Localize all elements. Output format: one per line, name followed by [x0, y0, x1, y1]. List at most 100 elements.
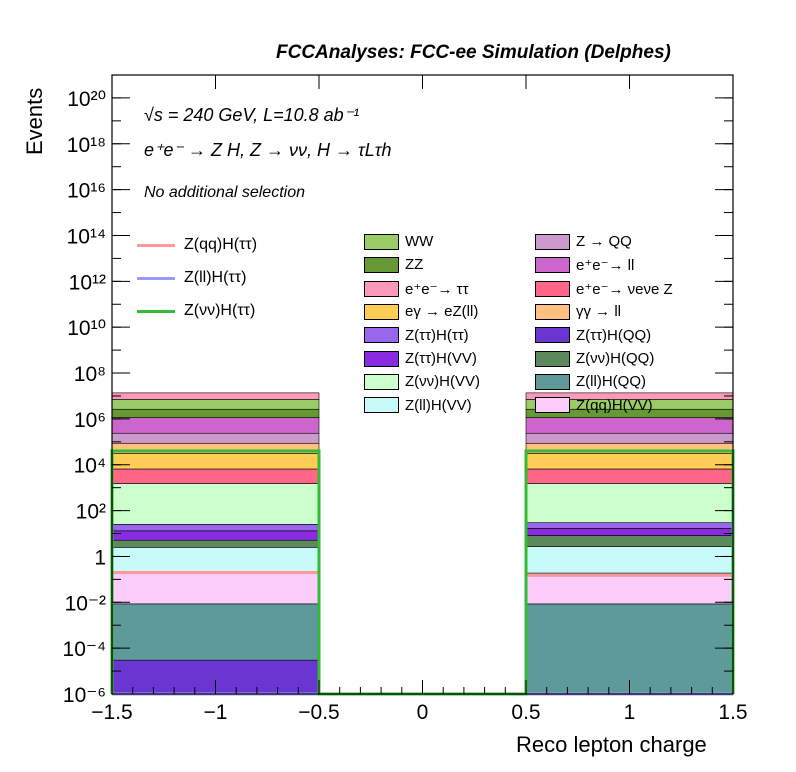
y-tick-label: 10¹² [69, 271, 106, 294]
legend-item-e-e-e-e-z: e⁺e⁻→ νeνe Z [535, 280, 673, 298]
selection-label: No additional selection [144, 184, 305, 201]
bar-z-h-vv-bin-2 [525, 483, 734, 523]
y-tick-label: 10¹⁴ [67, 225, 106, 248]
process-label: e⁺e⁻ → Z H, Z → νν, H → τLτh [144, 140, 392, 160]
legend-swatch [364, 350, 399, 367]
legend-label: Z → QQ [576, 233, 632, 250]
legend-item-z-h: Z(ττ)H(ττ) [364, 327, 469, 344]
legend-swatch [364, 256, 399, 273]
x-tick-label: 1 [624, 701, 636, 724]
bar-z-qq-bin-0 [111, 432, 320, 444]
y-tick-label: 10⁻² [65, 592, 106, 615]
legend-item-z-h-qq: Z(νν)H(QQ) [535, 350, 654, 367]
y-tick-label: 10¹⁰ [67, 317, 106, 340]
legend-label: e⁺e⁻→ νeνe Z [576, 280, 673, 298]
legend-line-z-ll-h: Z(ll)H(ττ) [137, 269, 246, 287]
legend-item-z-ll-h-vv: Z(ll)H(VV) [364, 397, 472, 414]
x-tick-label: −1.5 [91, 701, 132, 724]
legend-line-label: Z(νν)H(ττ) [184, 302, 256, 319]
legend-line-label: Z(ll)H(ττ) [184, 269, 247, 286]
bar-z-qq-bin-2 [525, 432, 734, 444]
legend-swatch [535, 280, 570, 297]
bar-ww-bin-0 [111, 399, 320, 410]
legend-item-z-h-vv: Z(ττ)H(VV) [364, 350, 477, 367]
bar-z-h-qq-bin-2 [525, 535, 734, 547]
legend-swatch [535, 397, 570, 414]
x-tick-label: −1 [204, 701, 228, 724]
bar-z-ll-h-vv-bin-0 [111, 547, 320, 573]
legend-item-z-qq-h-vv: Z(qq)H(VV) [535, 397, 653, 414]
bar-z-ll-h-vv-bin-2 [525, 546, 734, 574]
legend-line-z-h: Z(νν)H(ττ) [137, 302, 255, 320]
bar-z-h-vv-bin-2 [525, 528, 734, 536]
bar-z-h-vv-bin-0 [111, 483, 320, 525]
legend-swatch [364, 280, 399, 297]
bar-z-qq-h-vv-bin-2 [525, 572, 734, 605]
legend-item-e-ez-ll: eγ → eZ(ll) [364, 303, 478, 320]
legend-label: WW [405, 233, 434, 250]
x-tick-label: 0 [417, 701, 429, 724]
legend-item-ll: γγ → ll [535, 303, 621, 320]
legend-swatch [364, 303, 399, 320]
y-tick-label: 1 [94, 546, 106, 569]
y-tick-label: 10⁻⁶ [63, 684, 106, 707]
legend-label: Z(ll)H(QQ) [576, 373, 646, 391]
legend-label: e⁺e⁻→ ττ [405, 280, 469, 298]
legend-label: γγ → ll [576, 303, 621, 321]
bar-z-qq-h-vv-bin-0 [111, 572, 320, 605]
legend-label: Z(qq)H(VV) [576, 396, 653, 414]
bar-e-e-e-e-z-bin-0 [111, 468, 320, 484]
chart-title: FCCAnalyses: FCC-ee Simulation (Delphes) [276, 42, 671, 63]
bar-e-ez-ll-bin-2 [525, 453, 734, 470]
x-axis-label: Reco lepton charge [516, 732, 707, 757]
legend-item-ww: WW [364, 233, 433, 250]
legend-item-e-e-ll: e⁺e⁻→ ll [535, 256, 634, 274]
legend-item-z-ll-h-qq: Z(ll)H(QQ) [535, 373, 646, 390]
legend-item-e-e: e⁺e⁻→ ττ [364, 280, 469, 298]
legend-label: eγ → eZ(ll) [405, 303, 479, 321]
bar-e-e-bin-0 [111, 392, 320, 400]
legend-label: ZZ [405, 256, 424, 274]
y-tick-label: 10² [76, 501, 106, 524]
bar-zz-bin-0 [111, 408, 320, 418]
y-tick-label: 10⁴ [74, 455, 106, 478]
legend-swatch [364, 327, 399, 344]
x-tick-label: 1.5 [718, 701, 747, 724]
legend-line-z-qq-h: Z(qq)H(ττ) [137, 236, 257, 254]
bar-z-ll-h-qq-bin-2 [525, 603, 734, 695]
bar-z-h-qq-bin-0 [111, 539, 320, 548]
bar-z-h-vv-bin-0 [111, 530, 320, 541]
y-tick-label: 10⁸ [74, 363, 106, 386]
energy-luminosity-label: √s = 240 GeV, L=10.8 ab⁻¹ [144, 105, 360, 125]
y-tick-label: 10⁶ [74, 409, 106, 432]
legend-swatch [364, 397, 399, 414]
legend-item-z-h-qq: Z(ττ)H(QQ) [535, 327, 651, 344]
legend-label: Z(ττ)H(ττ) [405, 326, 469, 344]
legend-swatch [364, 373, 399, 390]
legend-swatch [535, 233, 570, 250]
bar-z-h-bin-2 [525, 522, 734, 529]
legend-swatch [535, 350, 570, 367]
legend-line-swatch [137, 276, 175, 280]
legend-swatch [535, 257, 570, 274]
y-tick-label: 10⁻⁴ [63, 638, 106, 661]
y-tick-label: 10²⁰ [67, 88, 106, 111]
bar-e-e-ll-bin-2 [525, 417, 734, 434]
legend-line-swatch [137, 309, 175, 313]
legend-swatch [364, 233, 399, 250]
bar-e-ez-ll-bin-0 [111, 453, 320, 470]
x-tick-label: 0.5 [511, 701, 540, 724]
legend-label: Z(ττ)H(QQ) [576, 326, 652, 344]
y-tick-label: 10¹⁸ [67, 134, 106, 157]
legend-label: Z(νν)H(VV) [405, 373, 480, 391]
legend-swatch [535, 373, 570, 390]
bar-z-h-bin-0 [111, 524, 320, 532]
legend-label: Z(ττ)H(VV) [405, 350, 477, 367]
legend-label: Z(νν)H(QQ) [576, 350, 655, 367]
legend-swatch [535, 327, 570, 344]
legend-item-z-h-vv: Z(νν)H(VV) [364, 373, 480, 390]
legend-label: Z(ll)H(VV) [405, 396, 472, 414]
legend-line-swatch [137, 243, 175, 247]
bar-e-e-e-e-z-bin-2 [525, 468, 734, 484]
